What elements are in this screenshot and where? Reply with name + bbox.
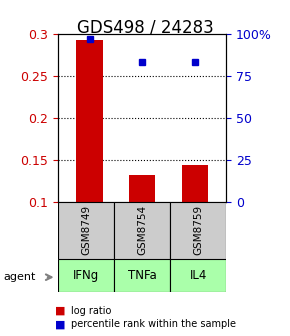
Text: IFNg: IFNg — [73, 269, 99, 282]
Bar — [170, 202, 226, 259]
Text: agent: agent — [3, 272, 35, 282]
Bar — [114, 202, 170, 259]
Text: percentile rank within the sample: percentile rank within the sample — [71, 319, 236, 329]
Bar — [129, 175, 155, 202]
Text: GSM8759: GSM8759 — [193, 205, 203, 255]
Text: log ratio: log ratio — [71, 306, 111, 316]
Text: IL4: IL4 — [189, 269, 207, 282]
Text: ■: ■ — [55, 306, 66, 316]
Text: TNFa: TNFa — [128, 269, 157, 282]
Bar — [170, 259, 226, 292]
Bar — [114, 259, 170, 292]
Text: GSM8749: GSM8749 — [81, 205, 91, 255]
Text: GDS498 / 24283: GDS498 / 24283 — [77, 18, 213, 37]
Bar — [76, 40, 103, 202]
Text: ■: ■ — [55, 319, 66, 329]
Bar — [58, 202, 114, 259]
Text: GSM8754: GSM8754 — [137, 205, 147, 255]
Bar — [58, 259, 114, 292]
Bar — [182, 165, 208, 202]
